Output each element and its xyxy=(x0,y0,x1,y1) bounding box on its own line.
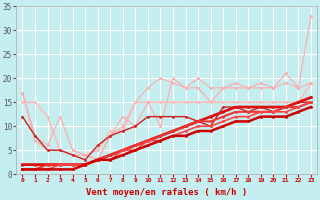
X-axis label: Vent moyen/en rafales ( km/h ): Vent moyen/en rafales ( km/h ) xyxy=(86,188,247,197)
